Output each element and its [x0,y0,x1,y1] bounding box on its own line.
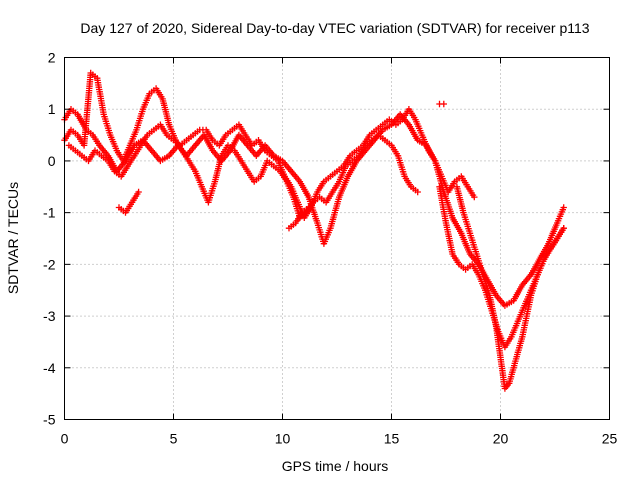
series-track-a [61,106,567,309]
y-tick-label: 2 [48,50,56,66]
y-axis-label: SDTVAR / TECUs [5,182,21,294]
y-axis: -5 -4 -3 -2 -1 0 1 2 [43,50,610,428]
x-tick-label: 20 [493,431,509,447]
y-tick-label: -4 [43,360,56,376]
x-tick-label: 15 [384,431,400,447]
y-tick-label: 1 [48,101,56,117]
data-point [560,204,567,211]
data-point [440,100,447,108]
y-tick-label: -3 [43,308,56,324]
data-marks [61,69,567,392]
x-axis: 0 5 10 15 20 25 [61,57,618,447]
y-tick-label: -1 [43,205,56,221]
series-track-b [61,69,421,221]
x-tick-label: 0 [61,431,69,447]
series-track-d [436,183,567,351]
series-track-f [115,100,447,232]
x-axis-label: GPS time / hours [282,458,389,474]
plot-frame [64,57,610,420]
data-point [305,204,312,211]
data-point [135,188,142,196]
data-point [560,225,567,232]
x-tick-label: 5 [170,431,178,447]
x-tick-label: 10 [275,431,291,447]
x-tick-label: 25 [602,431,618,447]
data-point [471,193,478,201]
grid-lines [64,57,610,420]
y-tick-label: -5 [43,412,56,428]
series-track-e [453,183,567,392]
y-tick-label: -2 [43,256,56,272]
y-tick-label: 0 [48,153,56,169]
chart-title: Day 127 of 2020, Sidereal Day-to-day VTE… [80,20,589,36]
series-track-c [65,106,478,221]
data-point [414,188,421,196]
